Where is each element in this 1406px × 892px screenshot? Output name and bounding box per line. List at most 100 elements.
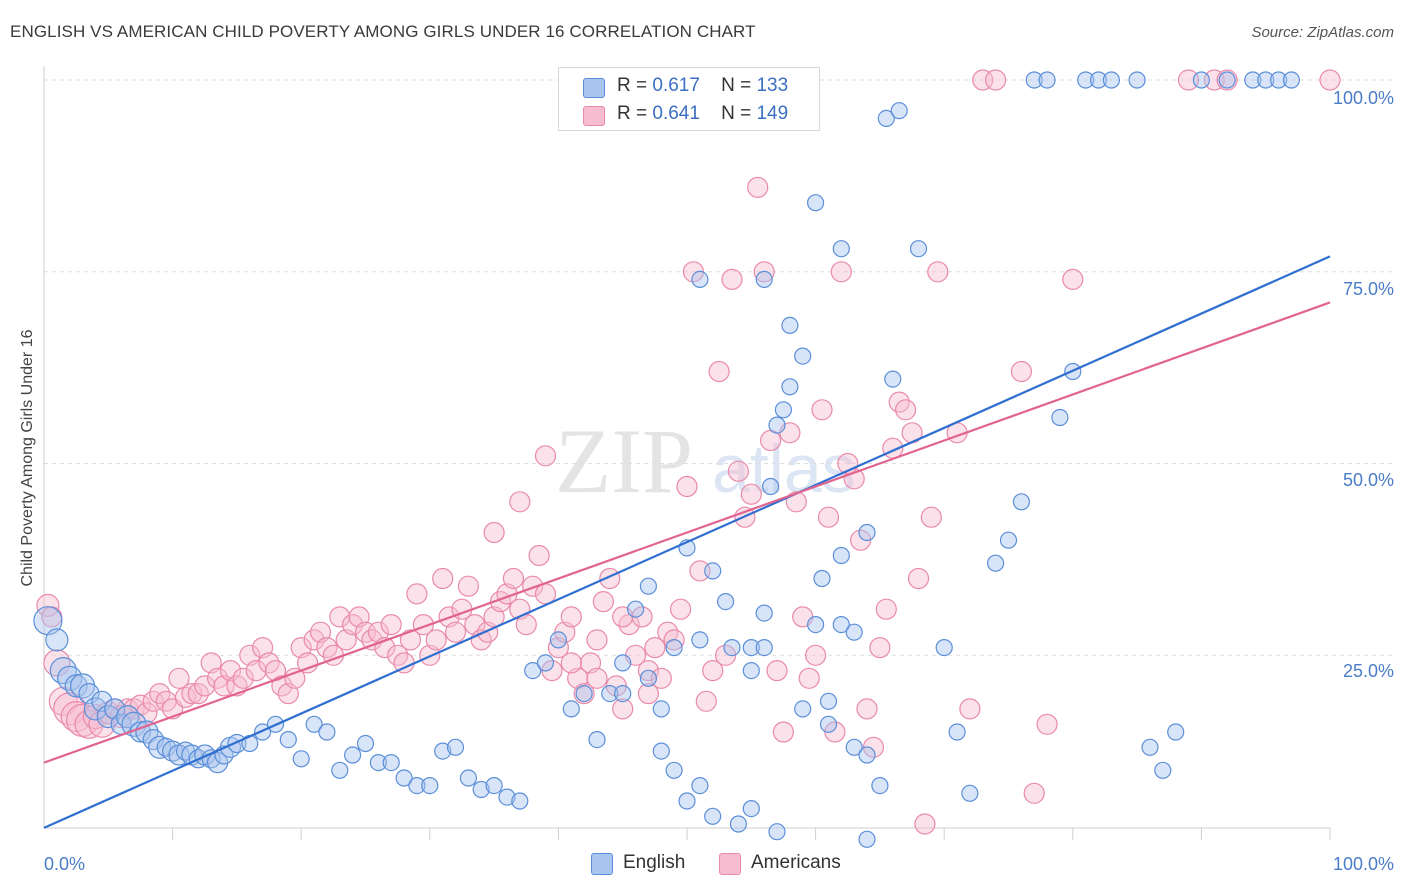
watermark-atlas: atlas (712, 431, 856, 507)
english-point (1077, 71, 1095, 89)
stats-legend: R = 0.617 N = 133 R = 0.641 N = 149 (558, 67, 820, 131)
bottom-english-swatch (591, 853, 613, 875)
americans-point (1010, 360, 1033, 383)
english-point (691, 776, 709, 795)
english-point (575, 684, 593, 703)
english-point (459, 769, 477, 787)
y-tick-100: 100.0% (1333, 88, 1394, 108)
english-point (524, 661, 542, 680)
americans-point (869, 636, 891, 659)
english-point (639, 577, 658, 595)
english-point (819, 692, 838, 710)
americans-point (772, 721, 795, 743)
americans-point (830, 261, 852, 283)
english-point (614, 684, 632, 703)
english-point (356, 734, 375, 753)
americans-point (894, 399, 917, 421)
english-point (305, 715, 323, 733)
english-point (652, 742, 670, 760)
english-point (279, 730, 297, 749)
english-point (1089, 71, 1108, 89)
english-swatch (583, 78, 605, 98)
english-point (156, 737, 176, 757)
americans-point (798, 667, 820, 689)
y-tick-25: 25.0% (1343, 661, 1394, 681)
americans-point (702, 659, 724, 682)
americans-point (592, 590, 615, 613)
english-point (858, 746, 876, 764)
english-point (871, 776, 889, 795)
english-point (148, 735, 172, 759)
english-point (446, 738, 465, 756)
english-point (691, 631, 709, 649)
americans-point (586, 667, 608, 689)
english-point (395, 769, 413, 787)
english-point (498, 788, 516, 806)
americans-point (1319, 69, 1341, 91)
americans-r-label: R = (617, 103, 648, 124)
english-point (652, 700, 670, 718)
english-point (201, 749, 221, 769)
english-point (207, 751, 229, 774)
americans-point (284, 667, 306, 689)
americans-point (817, 506, 840, 528)
americans-r-value: 0.641 (652, 103, 700, 124)
english-point (1051, 408, 1069, 427)
americans-point (1177, 69, 1200, 91)
americans-point (747, 176, 769, 198)
americans-point (534, 445, 557, 467)
english-r-value: 0.617 (652, 75, 700, 96)
americans-point (689, 560, 711, 582)
americans-point (245, 659, 267, 682)
english-point (678, 792, 696, 810)
trend-lines (43, 255, 1331, 829)
english-point (511, 792, 529, 810)
english-point (1167, 723, 1185, 741)
english-point (78, 682, 100, 705)
x-ticks (172, 828, 1331, 840)
americans-point (766, 659, 788, 682)
americans-n-value: 149 (756, 103, 789, 124)
americans-point (174, 686, 197, 709)
english-point (562, 700, 580, 718)
english-point (614, 654, 632, 672)
english-point (806, 194, 825, 212)
english-point (1218, 71, 1236, 89)
watermark-zip: ZIP (555, 410, 693, 512)
americans-point (329, 606, 351, 628)
americans-point (1036, 713, 1058, 735)
english-point (781, 316, 799, 334)
english-point (472, 780, 490, 799)
americans-point (194, 675, 216, 697)
english-point (1269, 71, 1288, 89)
americans-points (36, 69, 1341, 835)
americans-point (959, 698, 981, 720)
english-points (33, 71, 1301, 848)
americans-point (907, 567, 930, 590)
english-point (1244, 71, 1262, 89)
english-point (884, 370, 902, 388)
americans-point (297, 652, 319, 674)
americans-point (560, 652, 582, 674)
americans-point (232, 667, 254, 689)
americans-point (856, 698, 878, 720)
english-point (1141, 738, 1159, 756)
americans-point (528, 544, 550, 567)
americans-point (406, 583, 428, 605)
americans-point (509, 491, 531, 513)
english-point (832, 240, 850, 258)
x-tick-100: 100.0% (1333, 854, 1394, 874)
english-point (742, 638, 760, 657)
english-point (639, 669, 658, 687)
americans-point (483, 521, 505, 544)
americans-point (36, 593, 60, 618)
x-tick-0: 0.0% (44, 854, 85, 874)
americans-point (914, 813, 936, 835)
americans-point (740, 483, 762, 505)
english-point (601, 684, 619, 703)
y-tick-50: 50.0% (1343, 470, 1394, 490)
english-point (691, 270, 709, 288)
english-point (742, 661, 760, 680)
english-n-value: 133 (756, 75, 789, 96)
